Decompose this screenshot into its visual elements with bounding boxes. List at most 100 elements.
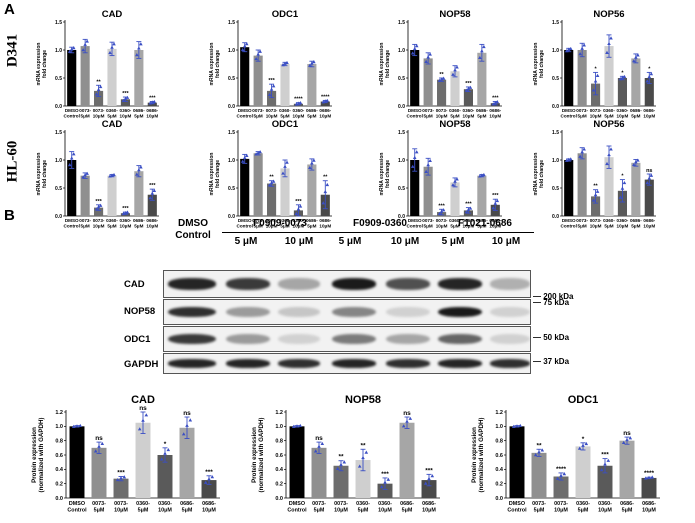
y-axis-label: mRNA expressionfold change (379, 43, 391, 86)
chart-cad-hl-60: CAD mRNA expressionfold change 0.0 0.5 1.0 1.… (36, 119, 159, 229)
bar (289, 426, 305, 498)
bar (410, 50, 420, 106)
data-point (69, 156, 74, 160)
data-point (298, 423, 303, 428)
data-point (584, 441, 589, 446)
y-tick-label: 0.5 (228, 76, 235, 82)
data-point (634, 55, 638, 59)
data-point (269, 87, 274, 91)
bar (94, 90, 104, 106)
data-point (426, 55, 430, 59)
bar (575, 446, 591, 498)
bar (591, 196, 601, 216)
data-point (599, 468, 604, 472)
significance-label: ns (95, 435, 103, 442)
bar (564, 160, 574, 216)
significance-label: ns (315, 435, 323, 442)
x-tick-label: 0360-10μM (463, 218, 475, 229)
data-point (285, 60, 289, 65)
data-point (414, 44, 419, 48)
data-point (478, 55, 482, 60)
y-tick-label: 0.2 (495, 481, 503, 487)
data-point (210, 475, 215, 479)
data-point (453, 68, 457, 72)
x-tick-label: 0360-10μM (617, 108, 629, 119)
x-tick-label: 0686-5μM (133, 218, 145, 229)
bar (619, 440, 635, 498)
blot-band (386, 278, 430, 290)
dose-label: 10 μM (284, 236, 314, 247)
marker-text: 200 kDa (543, 292, 574, 301)
x-tick-label: 0360-5μM (603, 218, 615, 229)
x-tick-label: DMSO Control (287, 501, 307, 514)
significance-label: *** (601, 452, 609, 459)
data-point (148, 101, 153, 105)
data-point (310, 61, 314, 65)
data-point (412, 46, 417, 51)
data-point (254, 152, 258, 156)
data-point (335, 466, 340, 470)
bar (410, 160, 420, 216)
bar (267, 90, 277, 106)
data-point (441, 76, 446, 80)
data-point (94, 92, 99, 96)
x-tick-label: 0686-5μM (306, 108, 318, 119)
data-point (559, 473, 563, 477)
data-point (325, 182, 330, 187)
significance-label: *** (492, 193, 499, 199)
data-point (98, 203, 103, 207)
data-point (254, 56, 258, 61)
data-point (593, 193, 598, 197)
data-point (451, 183, 455, 187)
bar (134, 50, 144, 106)
data-point (67, 163, 72, 167)
significance-label: ** (360, 442, 366, 449)
significance-label: * (648, 66, 651, 72)
significance-label: ns (403, 410, 411, 417)
data-point (97, 444, 101, 448)
y-tick-label: 0.0 (55, 214, 62, 220)
data-point (244, 42, 249, 46)
data-point (100, 441, 105, 446)
data-point (83, 173, 87, 177)
data-point (122, 475, 127, 479)
bar (280, 64, 290, 106)
data-point (441, 208, 446, 212)
significance-label: ns (139, 405, 147, 412)
significance-label: ** (323, 175, 328, 181)
blot-band (332, 278, 376, 290)
y-axis-label: mRNA expressionfold change (533, 153, 545, 196)
data-point (428, 52, 432, 56)
data-point (152, 188, 157, 192)
y-tick-label: 1.2 (495, 410, 503, 416)
blot-band (490, 333, 530, 345)
data-point (540, 448, 545, 452)
data-point (166, 447, 171, 452)
significance-label: * (621, 174, 624, 180)
bar (240, 158, 250, 216)
data-point (188, 418, 193, 422)
data-point (511, 424, 516, 428)
chart-cad-d341: CAD mRNA expressionfold change 0.0 0.5 1.0 1.… (36, 9, 159, 119)
x-tick-label: DMSO Control (67, 501, 87, 514)
x-tick-label: 0073-10μM (334, 501, 348, 514)
data-point (320, 441, 325, 446)
significance-label: **** (556, 466, 567, 473)
x-tick-label: 0073-10μM (590, 218, 602, 229)
data-point (256, 52, 260, 56)
data-point (96, 205, 101, 209)
y-tick-label: 0.4 (55, 467, 64, 473)
data-point (321, 100, 326, 104)
data-point (207, 477, 211, 481)
blot-band (438, 306, 482, 318)
y-tick-label: 0.8 (275, 438, 283, 444)
x-tick-label: 0360-10μM (120, 108, 132, 119)
x-tick-label: 0360-5μM (576, 501, 590, 514)
data-point (148, 196, 153, 200)
bar (240, 47, 250, 106)
blot-band (490, 306, 530, 318)
x-tick-label: 0360-5μM (136, 501, 150, 514)
chart-nop58-hl-60: NOP58 mRNA expressionfold change 0.0 0.5 1.0… (379, 119, 502, 229)
data-point (325, 98, 330, 102)
bar (450, 182, 460, 216)
